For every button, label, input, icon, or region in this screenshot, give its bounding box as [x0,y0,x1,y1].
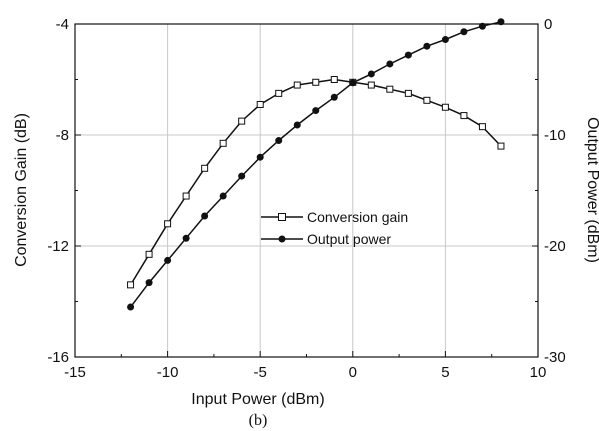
data-point-conversion-gain [238,117,246,125]
data-point-conversion-gain [145,250,153,258]
data-point-conversion-gain [312,78,320,86]
y-right-tick-labels: -30 -20 -10 0 [544,16,566,366]
data-point-output-power [293,121,301,129]
data-point-output-power [238,172,246,180]
x-axis-label: Input Power (dBm) [191,391,324,408]
data-point-conversion-gain [256,100,264,108]
data-point-output-power [478,22,486,30]
data-point-output-power [367,70,375,78]
data-point-conversion-gain [127,281,135,289]
y-left-tick-labels: -16 -12 -8 -4 [47,16,69,366]
data-point-output-power [460,28,468,36]
data-point-conversion-gain [164,220,172,228]
data-point-conversion-gain [478,123,486,131]
data-point-output-power [349,79,357,87]
data-point-conversion-gain [201,164,209,172]
data-point-output-power [330,93,338,101]
axis-ticks [74,23,539,358]
data-point-conversion-gain [460,112,468,120]
legend: Conversion gain Output power [261,209,408,247]
x-tick-label: -15 [64,364,86,381]
x-tick-label: -10 [157,364,179,381]
figure-caption: (b) [249,412,268,429]
data-point-output-power [127,303,135,311]
y-right-tick-label: 0 [544,16,552,33]
legend-label-conversion-gain: Conversion gain [307,209,408,225]
legend-marker-output-power [278,235,286,243]
data-point-conversion-gain [441,103,449,111]
y-left-tick-label: -8 [56,127,69,144]
data-point-conversion-gain [404,89,412,97]
data-point-output-power [145,279,153,287]
data-point-output-power [404,51,412,59]
data-point-conversion-gain [293,81,301,89]
data-point-output-power [182,234,190,242]
y-left-tick-label: -16 [47,349,69,366]
y-left-tick-label: -12 [47,238,69,255]
plot-frame [74,23,539,358]
data-point-output-power [164,256,172,264]
legend-label-output-power: Output power [307,231,391,247]
data-point-output-power [423,42,431,50]
data-point-output-power [386,60,394,68]
legend-marker-conversion-gain [278,213,286,221]
series-layer [127,18,505,311]
data-point-conversion-gain [386,85,394,93]
data-point-conversion-gain [219,139,227,147]
data-point-conversion-gain [367,81,375,89]
grid-lines [75,24,538,357]
series-output-power [127,18,505,311]
data-point-output-power [441,36,449,44]
x-tick-label: -5 [254,364,267,381]
data-point-output-power [312,107,320,115]
data-point-output-power [256,153,264,161]
data-point-output-power [497,18,505,26]
data-point-output-power [219,192,227,200]
data-point-conversion-gain [423,96,431,104]
y-left-axis-label: Conversion Gain (dB) [13,113,30,267]
x-tick-label: 5 [441,364,449,381]
y-right-tick-label: -10 [544,127,566,144]
y-right-tick-label: -30 [544,349,566,366]
data-point-conversion-gain [275,89,283,97]
x-tick-label: 0 [349,364,357,381]
data-point-conversion-gain [330,76,338,83]
y-right-axis-label: Output Power (dBm) [584,117,599,263]
data-point-output-power [275,137,283,145]
x-tick-label: 10 [530,364,547,381]
y-right-tick-label: -20 [544,238,566,255]
data-point-conversion-gain [182,192,190,200]
x-tick-labels: -15 -10 -5 0 5 10 [64,364,546,381]
data-point-output-power [201,212,209,220]
y-left-tick-label: -4 [56,16,69,33]
data-point-conversion-gain [497,142,505,150]
